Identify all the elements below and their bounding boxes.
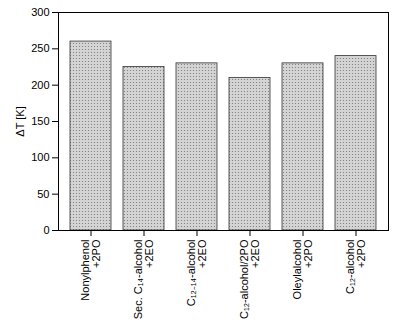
svg-text:Sec. C₁₄-alcohol+2EO: Sec. C₁₄-alcohol+2EO: [132, 239, 155, 319]
svg-text:150: 150: [31, 115, 49, 127]
svg-text:Nonylphenol+2PO: Nonylphenol+2PO: [79, 239, 102, 301]
svg-text:0: 0: [43, 224, 49, 236]
svg-text:100: 100: [31, 151, 49, 163]
svg-text:Oleylalcohol+2PO: Oleylalcohol+2PO: [291, 239, 314, 299]
svg-text:250: 250: [31, 42, 49, 54]
svg-text:200: 200: [31, 79, 49, 91]
svg-text:C₁₂₋₁₄-alcohol+2EO: C₁₂₋₁₄-alcohol+2EO: [185, 239, 208, 306]
svg-text:50: 50: [37, 188, 49, 200]
svg-text:ΔT [K]: ΔT [K]: [14, 106, 26, 136]
svg-text:C₁₂-alcohol/2PO+2EO: C₁₂-alcohol/2PO+2EO: [238, 239, 261, 319]
svg-text:C₁₂-alcohol+2PO: C₁₂-alcohol+2PO: [344, 239, 367, 294]
svg-text:300: 300: [31, 6, 49, 18]
